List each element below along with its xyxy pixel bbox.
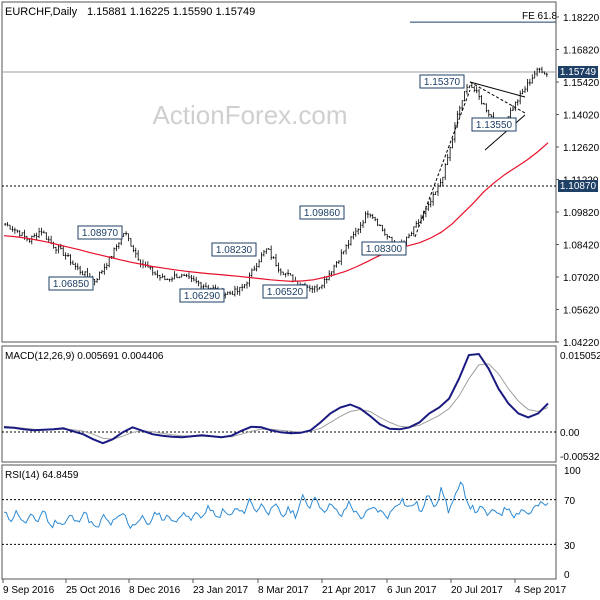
- annotation-text: 1.08970: [82, 228, 119, 239]
- symbol-label: EURCHF,Daily: [5, 6, 78, 18]
- macd-label: MACD(12,26,9) 0.005691 0.004406: [5, 351, 164, 362]
- price-tick-label: 1.07020: [563, 273, 600, 284]
- x-tick-label: 21 Apr 2017: [322, 585, 376, 596]
- annotation-text: 1.09860: [304, 208, 341, 219]
- annotation-text: 1.15370: [424, 77, 461, 88]
- annotation-text: 1.06850: [53, 279, 90, 290]
- price-tick-label: 1.16820: [563, 46, 600, 57]
- macd-tick-min: -0.005321: [560, 452, 600, 463]
- annotation-1-0629: 1.06290: [179, 288, 225, 303]
- rsi-label: RSI(14) 64.8459: [5, 470, 79, 481]
- x-tick-label: 8 Mar 2017: [258, 585, 309, 596]
- x-tick-label: 23 Jan 2017: [193, 585, 248, 596]
- level-box: [558, 180, 598, 192]
- macd-tick-zero: 0.00: [560, 428, 580, 439]
- x-tick-label: 20 Jul 2017: [451, 585, 503, 596]
- triangle-top-line: [469, 81, 526, 98]
- x-tick-label: 25 Oct 2016: [66, 585, 121, 596]
- annotation-1-0897: 1.08970: [77, 225, 123, 240]
- price-panel: [1, 1, 557, 343]
- annotation-1-0830: 1.08300: [361, 241, 407, 256]
- price-tick-label: 1.15420: [563, 78, 600, 89]
- price-tick-label: 1.18220: [563, 13, 600, 24]
- last-price-box: [558, 66, 598, 78]
- annotation-1-1355: 1.13550: [471, 117, 517, 132]
- price-tick-label: 1.12620: [563, 143, 600, 154]
- annotation-1-0685: 1.06850: [48, 276, 94, 291]
- x-tick-label: 6 Jun 2017: [387, 585, 437, 596]
- annotation-text: 1.06520: [267, 287, 304, 298]
- macd-line: [3, 352, 549, 445]
- triangle-mid-line: [469, 81, 526, 114]
- x-tick-label: 4 Sep 2017: [515, 585, 567, 596]
- price-axis-ticks: 1.182201.168201.154201.140201.126201.112…: [556, 13, 600, 349]
- annotation-text: 1.08230: [216, 245, 253, 256]
- price-tick-label: 1.08420: [563, 241, 600, 252]
- price-tick-label: 1.09820: [563, 208, 600, 219]
- pattern-lines: [414, 81, 526, 238]
- price-tick-label: 1.04220: [563, 338, 600, 349]
- dashed-trend-line: [414, 89, 471, 238]
- price-tick-label: 1.05620: [563, 306, 600, 317]
- annotation-text: 1.06290: [184, 291, 221, 302]
- rsi-tick-0: 0: [564, 570, 570, 581]
- rsi-panel: [1, 464, 557, 580]
- watermark: ActionForex.com: [152, 100, 347, 130]
- annotation-1-0823: 1.08230: [211, 242, 257, 257]
- annotation-1-0986: 1.09860: [299, 205, 345, 220]
- rsi-tick-100: 100: [564, 466, 581, 477]
- rsi-tick-30: 30: [564, 541, 576, 552]
- annotation-1-0652: 1.06520: [262, 284, 308, 299]
- macd-signal-line: [3, 363, 549, 440]
- fib-label: FE 61.8: [522, 11, 557, 22]
- moving-average-line: [3, 142, 549, 283]
- triangle-bottom-line: [484, 114, 526, 151]
- price-tick-label: 1.14020: [563, 111, 600, 122]
- x-tick-label: 9 Sep 2016: [3, 585, 55, 596]
- macd-panel: [1, 345, 557, 463]
- macd-tick-max: 0.015052: [560, 351, 600, 362]
- x-tick-label: 8 Dec 2016: [129, 585, 181, 596]
- level-label: 1.10870: [560, 181, 597, 192]
- ohlc-readout: 1.15881 1.16225 1.15590 1.15749: [87, 6, 255, 18]
- last-price-label: 1.15749: [560, 67, 597, 78]
- annotation-text: 1.08300: [366, 244, 403, 255]
- annotation-1-1537: 1.15370: [419, 74, 465, 89]
- x-axis-ticks: 9 Sep 2016 25 Oct 2016 8 Dec 2016 23 Jan 20…: [2, 579, 567, 596]
- rsi-line: [3, 481, 549, 530]
- annotation-text: 1.13550: [476, 120, 513, 131]
- rsi-tick-70: 70: [564, 496, 576, 507]
- price-annotations: 1.08970 1.06850 1.08230 1.06290 1.06520 …: [48, 74, 517, 303]
